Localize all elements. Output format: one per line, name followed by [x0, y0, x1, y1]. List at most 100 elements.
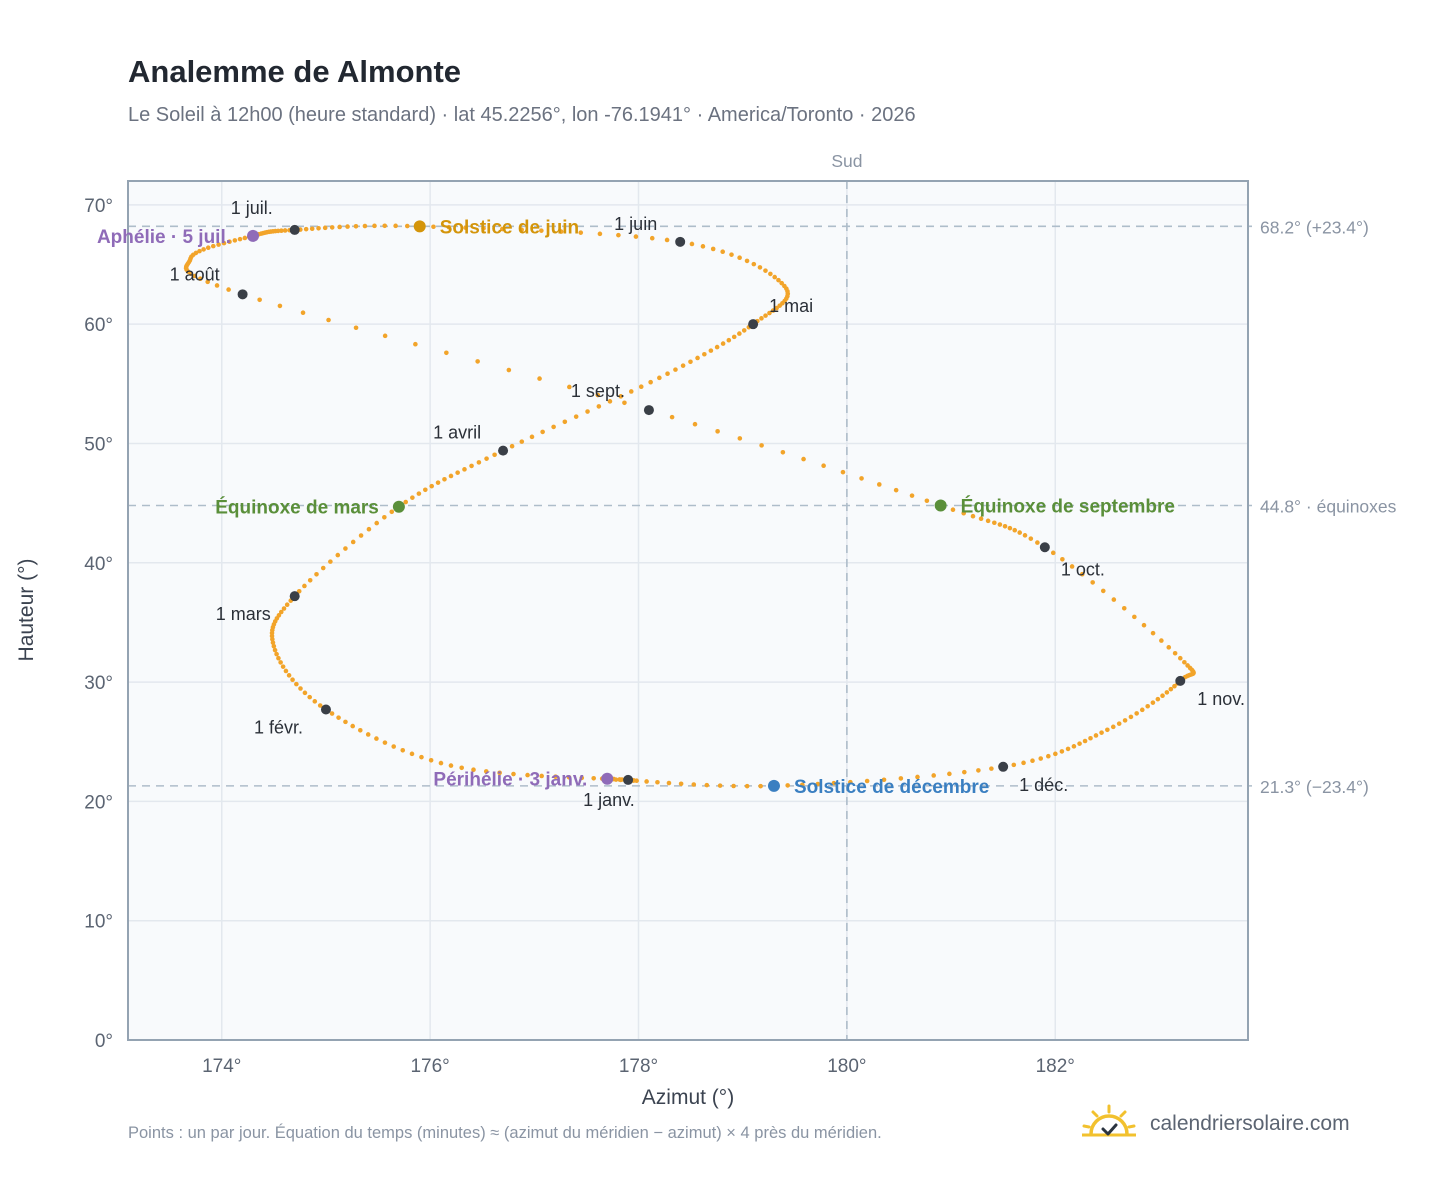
x-tick-label: 178° [619, 1056, 658, 1077]
daily-point [429, 483, 434, 489]
daily-point [1088, 735, 1093, 741]
daily-point [715, 429, 720, 434]
daily-point [442, 476, 447, 482]
daily-point [1030, 758, 1035, 764]
daily-point [1007, 525, 1013, 531]
daily-point [284, 602, 290, 608]
daily-point [768, 271, 773, 277]
daily-point [731, 783, 736, 789]
daily-point [1093, 733, 1099, 738]
daily-point [357, 727, 363, 733]
daily-point [553, 774, 558, 779]
daily-point [673, 367, 678, 372]
brand-name[interactable]: calendriersolaire.com [1150, 1112, 1350, 1135]
event-label: Périhélie · 3 janv. [433, 770, 587, 791]
daily-point [446, 224, 452, 230]
daily-point [232, 238, 238, 243]
daily-point [864, 778, 870, 784]
event-label: Aphélie · 5 juil. [97, 227, 231, 248]
daily-point [772, 274, 778, 280]
reference-line-label: 21.3° (−23.4°) [1260, 777, 1369, 797]
daily-point [431, 224, 436, 230]
daily-point [607, 399, 613, 404]
daily-point [741, 328, 747, 333]
daily-point [800, 782, 805, 788]
daily-point [393, 223, 398, 229]
daily-point [947, 771, 952, 777]
daily-point [1060, 556, 1065, 562]
month-label: 1 juin [614, 214, 657, 234]
daily-point [664, 237, 670, 243]
daily-point [201, 247, 206, 252]
daily-point [1145, 703, 1150, 709]
daily-point [591, 775, 596, 781]
daily-point [539, 773, 544, 779]
chart-title: Analemme de Almonte [128, 54, 462, 89]
x-tick-label: 182° [1036, 1056, 1075, 1077]
daily-point [680, 363, 686, 368]
daily-point [1121, 605, 1127, 611]
daily-point [274, 651, 279, 657]
brand[interactable]: calendriersolaire.com [1082, 1100, 1350, 1148]
daily-point [300, 310, 306, 315]
daily-point [737, 436, 743, 441]
daily-point [307, 694, 313, 700]
daily-point [585, 409, 590, 414]
daily-point [785, 783, 790, 788]
daily-point [525, 772, 530, 778]
daily-point [759, 316, 764, 321]
month-marker [289, 224, 300, 235]
daily-point [633, 234, 639, 239]
daily-point [731, 334, 737, 340]
daily-point [278, 609, 284, 615]
daily-point [296, 588, 302, 594]
y-tick-label: 0° [95, 1031, 113, 1052]
y-tick-label: 10° [84, 912, 113, 933]
daily-point [678, 781, 684, 787]
daily-point [558, 229, 564, 234]
daily-point [704, 782, 710, 788]
daily-point [961, 510, 966, 516]
daily-point [695, 355, 700, 361]
daily-point [1028, 536, 1034, 541]
daily-point [329, 225, 335, 230]
daily-point [438, 760, 444, 766]
daily-point [622, 400, 627, 406]
daily-point [227, 239, 232, 245]
daily-point [710, 246, 716, 252]
daily-point [509, 443, 515, 449]
reference-line-label: 68.2° (+23.4°) [1260, 217, 1369, 237]
y-axis-label: Hauteur (°) [15, 559, 38, 662]
daily-point [700, 244, 706, 249]
daily-point [649, 235, 655, 241]
daily-point [881, 777, 887, 783]
daily-point [859, 476, 864, 481]
event-marker [247, 229, 260, 242]
daily-point [1139, 707, 1145, 713]
daily-point [950, 507, 956, 513]
daily-point [428, 757, 434, 763]
daily-point [1110, 724, 1116, 730]
daily-point [374, 736, 379, 741]
chart-subtitle: Le Soleil à 12h00 (heure standard) · lat… [128, 104, 916, 126]
daily-point [1172, 650, 1178, 656]
daily-point [763, 268, 768, 273]
daily-point [539, 228, 544, 233]
daily-point [562, 419, 568, 425]
x-tick-label: 180° [827, 1056, 866, 1077]
month-label: 1 mars [216, 604, 271, 624]
event-label: Solstice de juin [440, 217, 579, 238]
daily-point [276, 655, 281, 661]
daily-point [801, 456, 806, 462]
daily-point [688, 359, 693, 365]
daily-point [366, 526, 372, 532]
daily-point [1105, 727, 1110, 733]
daily-point [270, 640, 276, 645]
daily-point [737, 255, 742, 261]
month-label: 1 déc. [1019, 775, 1068, 795]
daily-point [1012, 527, 1018, 533]
daily-point [597, 231, 603, 237]
daily-point [665, 371, 670, 376]
daily-point [345, 224, 350, 229]
daily-point [717, 783, 723, 788]
